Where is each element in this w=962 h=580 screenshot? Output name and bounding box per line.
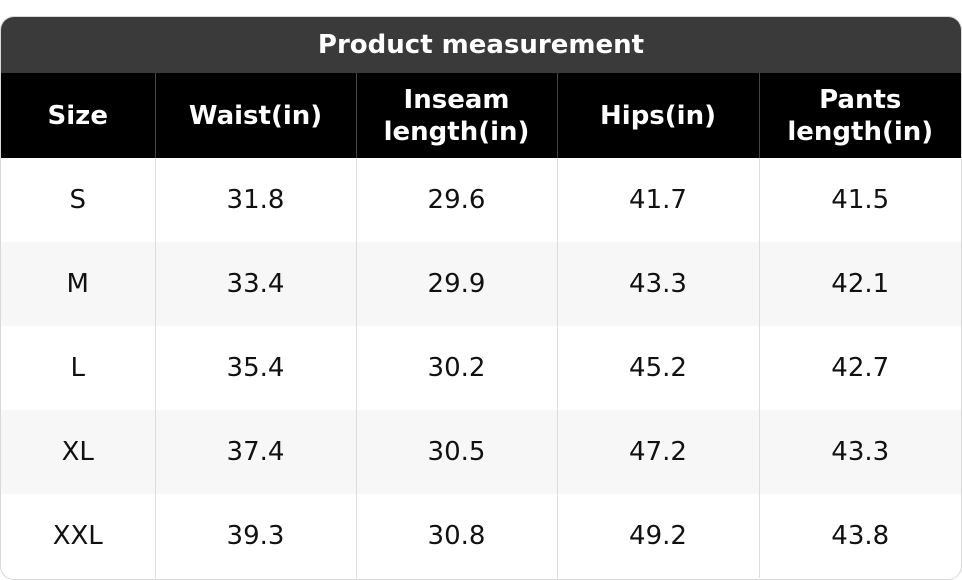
table-cell: 30.2 <box>355 326 557 410</box>
table-cell: 29.9 <box>355 242 557 326</box>
table-cell: 47.2 <box>556 410 759 494</box>
table-cell: 31.8 <box>154 158 356 242</box>
table-row: M 33.4 29.9 43.3 42.1 <box>1 242 961 326</box>
table-cell: S <box>69 185 86 215</box>
measurement-card: Product measurement Size Waist(in) Inseam … <box>0 16 962 580</box>
table-cell: 42.1 <box>758 242 961 326</box>
table-row: XXL 39.3 30.8 49.2 43.8 <box>1 494 961 578</box>
table-cell: 37.4 <box>154 410 356 494</box>
table-cell: 30.5 <box>355 410 557 494</box>
table-row: S 31.8 29.6 41.7 41.5 <box>1 158 961 242</box>
table-cell: XXL <box>52 521 103 551</box>
table-cell: XL <box>1 410 155 494</box>
header-cell: Size <box>1 73 155 158</box>
table-cell: 41.5 <box>758 158 961 242</box>
table-cell: 30.8 <box>355 494 557 578</box>
table-cell: 43.3 <box>556 242 759 326</box>
table-cell: 39.3 <box>154 494 356 578</box>
table-row: XL 37.4 30.5 47.2 43.3 <box>1 410 961 494</box>
table-cell: 43.3 <box>758 410 961 494</box>
table-cell: 33.4 <box>154 242 356 326</box>
table-cell: 35.4 <box>154 326 356 410</box>
table-row: L 35.4 30.2 45.2 42.7 <box>1 326 961 410</box>
table-body: S 31.8 29.6 41.7 41.5 M 33.4 29.9 43.3 42.1 L 35.4 3… <box>1 158 961 578</box>
size-table: Size Waist(in) Inseam length(in) Hips(in) Pa… <box>1 73 961 578</box>
header-cell: Waist(in) <box>154 73 356 158</box>
table-cell: 42.7 <box>758 326 961 410</box>
table-title: Product measurement <box>1 17 961 73</box>
table-cell: M <box>1 242 155 326</box>
table-cell: 43.8 <box>758 494 961 578</box>
table-cell: 45.2 <box>556 326 759 410</box>
header-cell: Inseam length(in) <box>355 73 557 158</box>
header-row: Size Waist(in) Inseam length(in) Hips(in) Pa… <box>1 73 961 158</box>
table-cell: 49.2 <box>556 494 759 578</box>
table-cell: 29.6 <box>355 158 557 242</box>
header-cell: Hips(in) <box>556 73 759 158</box>
table-cell: L <box>70 353 86 383</box>
table-cell: 41.7 <box>556 158 759 242</box>
header-cell: Pants length(in) <box>758 73 961 158</box>
